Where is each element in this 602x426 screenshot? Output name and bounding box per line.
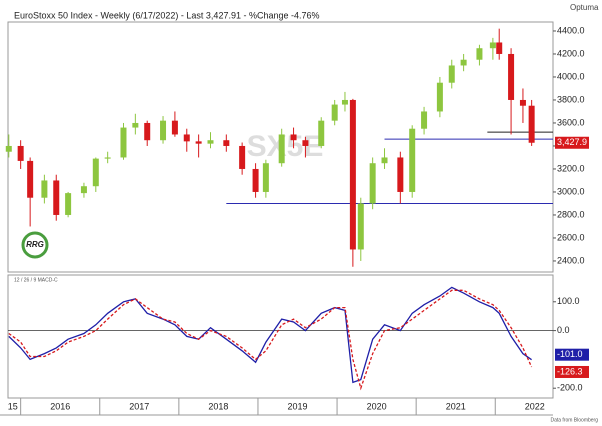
y-tick-label: 3800.0 [557, 94, 585, 104]
candle-body [160, 120, 167, 141]
candle-body [132, 122, 139, 128]
y-tick-label: 2400.0 [557, 255, 585, 265]
candle-body [223, 140, 230, 146]
x-tick-label: 15 [8, 401, 18, 411]
candle-body [331, 104, 338, 121]
candle-body [252, 168, 259, 192]
candle-body [207, 140, 214, 144]
candle-body [17, 145, 24, 161]
source: Data from Bloomberg [550, 417, 598, 423]
end-label: -126.3 [557, 366, 583, 376]
x-tick-label: 2021 [446, 401, 466, 411]
y-tick-label: 3600.0 [557, 117, 585, 127]
candle-body [460, 59, 467, 66]
logo: RRG [26, 240, 44, 249]
y-tick-label: 3200.0 [557, 163, 585, 173]
y-tick-label: 4400.0 [557, 25, 585, 35]
candle-body [278, 134, 285, 164]
candle-body [357, 203, 364, 250]
x-tick-label: 2017 [129, 401, 149, 411]
candle-body [239, 145, 246, 169]
last-badge [555, 136, 589, 149]
macd-line [8, 286, 532, 384]
macd-line [8, 289, 533, 391]
x-tick-label: 2016 [50, 401, 70, 411]
candle-body [397, 157, 404, 192]
y-tick-label: 4000.0 [557, 71, 585, 81]
candle-body [80, 186, 87, 194]
candle-body [349, 99, 356, 250]
y2-tick-label: 100.0 [557, 296, 580, 306]
candle-body [318, 120, 325, 146]
candle-body [5, 145, 12, 152]
candle-body [183, 134, 190, 142]
candle-body [104, 157, 111, 159]
candle-body [341, 99, 348, 105]
x-tick-label: 2018 [208, 401, 228, 411]
x-tick-label: 2019 [287, 401, 307, 411]
candle-body [262, 163, 269, 192]
candle-body [519, 99, 526, 106]
candle-body [144, 122, 151, 141]
candle-body [302, 140, 309, 146]
watermark: SX5E [247, 130, 324, 163]
chart-title: EuroStoxx 50 Index - Weekly (6/17/2022) … [14, 10, 320, 20]
y2-tick-label: 0.0 [557, 325, 570, 335]
candle-body [409, 128, 416, 192]
y-tick-label: 2800.0 [557, 209, 585, 219]
end-badge [555, 348, 589, 361]
candle-body [120, 127, 127, 158]
candle-body [381, 157, 388, 164]
candle-body [53, 180, 60, 215]
candle-body [508, 53, 515, 100]
candle-body [171, 120, 178, 135]
candle-body [369, 163, 376, 204]
last-label: 3,427.9 [557, 137, 587, 147]
x-tick-label: 2020 [367, 401, 387, 411]
macd-label: 12 / 26 / 9 MACD-C [14, 277, 58, 283]
candle-body [195, 141, 202, 144]
y-tick-label: 4200.0 [557, 48, 585, 58]
candle-body [65, 193, 72, 215]
y-tick-label: 2600.0 [557, 232, 585, 242]
candle-body [27, 160, 34, 198]
macd-panel [7, 274, 554, 399]
candle-body [41, 180, 48, 198]
y-tick-label: 3000.0 [557, 186, 585, 196]
end-badge [555, 365, 589, 378]
candle-body [92, 158, 99, 187]
x-tick-label: 2022 [525, 401, 545, 411]
candle-body [436, 82, 443, 112]
logo-ring [21, 231, 49, 259]
candle-body [448, 65, 455, 83]
candle-body [489, 42, 496, 49]
candle-body [528, 105, 535, 143]
candle-body [476, 48, 483, 60]
candle-body [496, 42, 503, 54]
brand: Optuma [570, 3, 599, 12]
y2-tick-label: -200.0 [557, 383, 583, 393]
end-label: -101.0 [557, 349, 583, 359]
candle-body [421, 111, 428, 129]
candle-body [290, 134, 297, 141]
